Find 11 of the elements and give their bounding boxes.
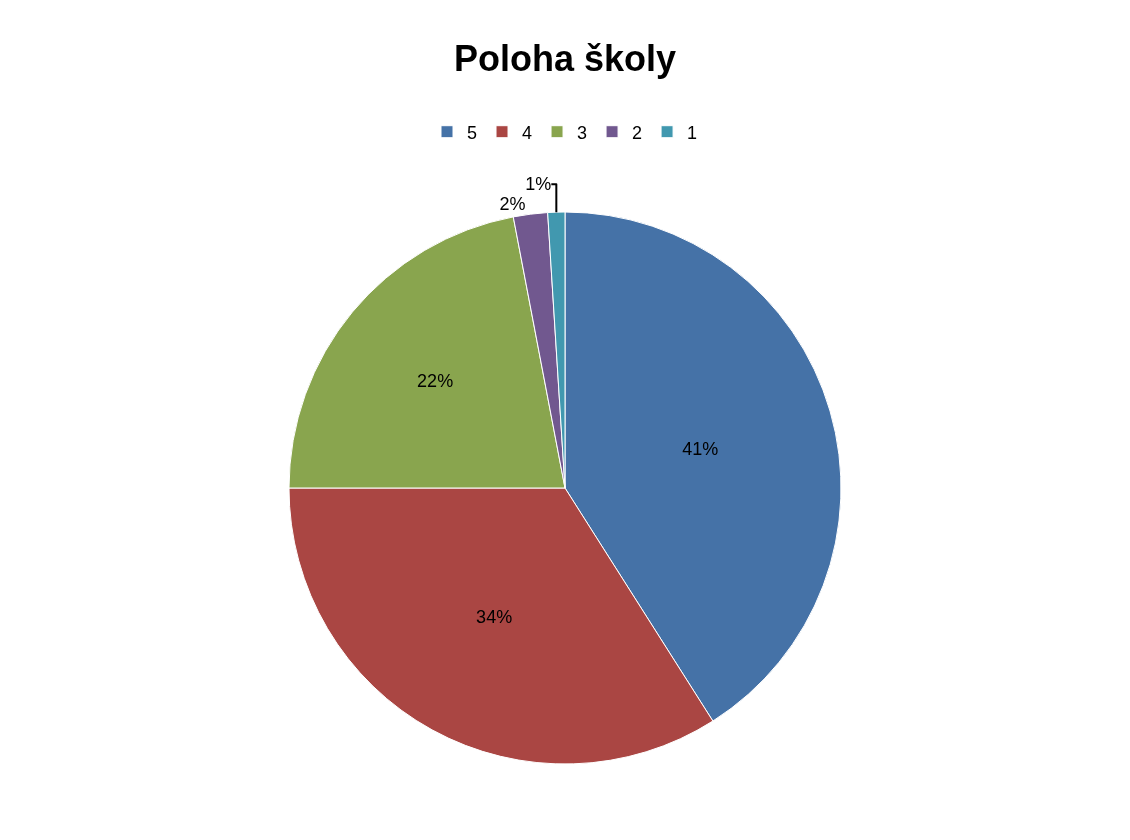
legend-label: 5 — [467, 122, 478, 143]
legend-label: 2 — [632, 122, 643, 143]
data-label: 41% — [682, 438, 719, 459]
data-label: 1% — [525, 174, 552, 195]
data-label: 22% — [417, 370, 454, 391]
legend-label: 1 — [687, 122, 698, 143]
legend-label: 4 — [522, 122, 533, 143]
legend-label: 3 — [577, 122, 588, 143]
chart-title: Poloha školy — [453, 38, 677, 80]
data-label: 34% — [476, 606, 513, 627]
data-label: 2% — [499, 194, 526, 215]
